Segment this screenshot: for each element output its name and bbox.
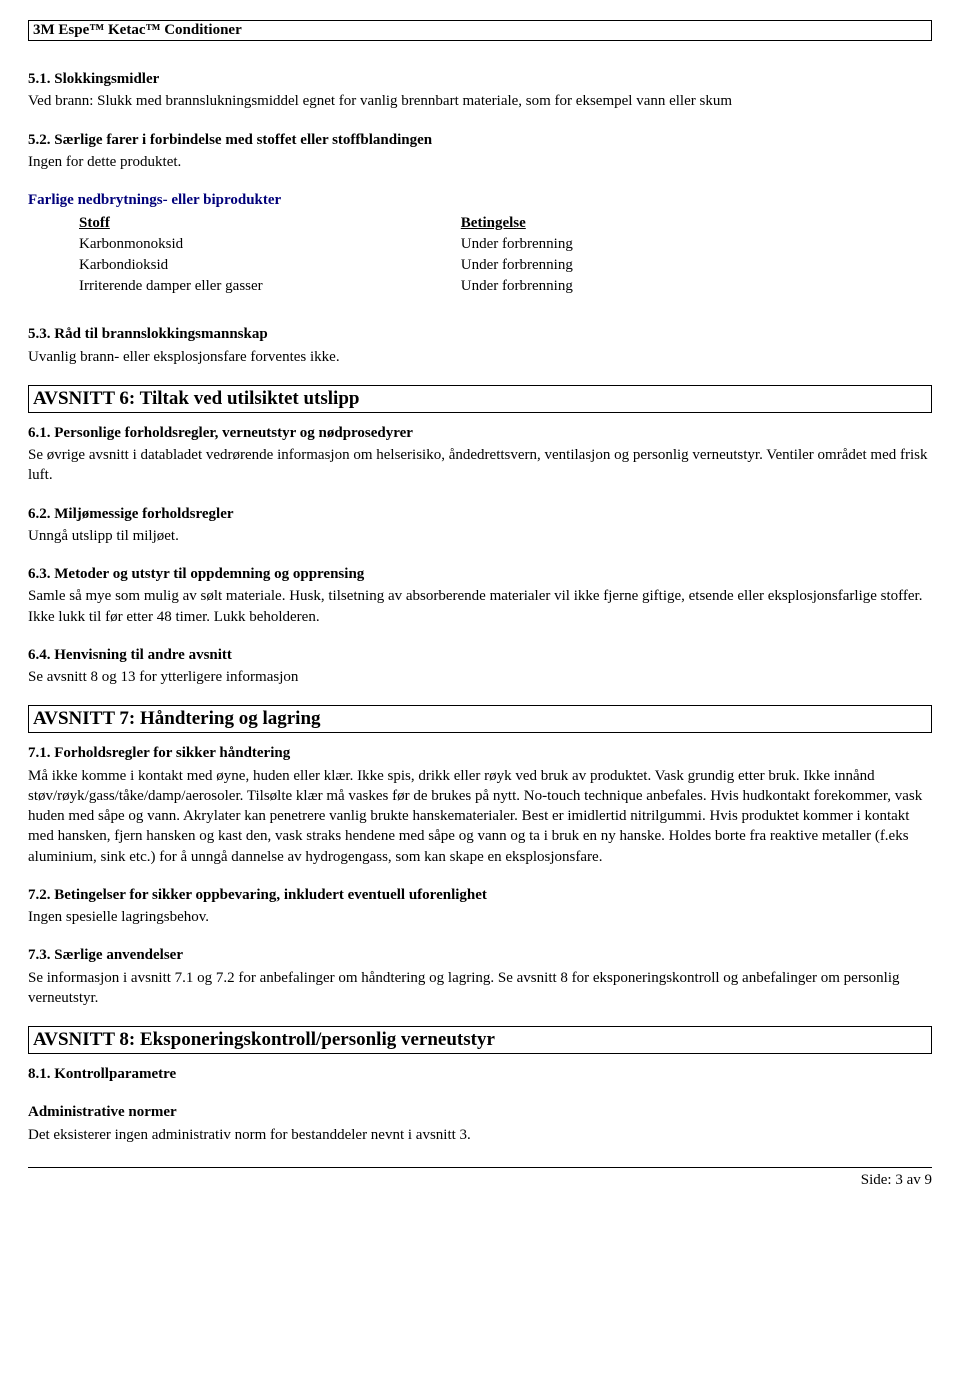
byproducts-block: Farlige nedbrytnings- eller biprodukter … — [28, 190, 932, 298]
s73-text: Se informasjon i avsnitt 7.1 og 7.2 for … — [28, 968, 932, 1009]
s72-heading: 7.2. Betingelser for sikker oppbevaring,… — [28, 885, 932, 905]
section-6-box: AVSNITT 6: Tiltak ved utilsiktet utslipp — [28, 385, 932, 413]
table-row: Karbondioksid Under forbrenning — [78, 256, 840, 275]
section-7-1: 7.1. Forholdsregler for sikker håndterin… — [28, 743, 932, 867]
section-5-1: 5.1. Slokkingsmidler Ved brann: Slukk me… — [28, 69, 932, 112]
s63-text: Samle så mye som mulig av sølt materiale… — [28, 586, 932, 627]
section-5-2: 5.2. Særlige farer i forbindelse med sto… — [28, 130, 932, 173]
adm-text: Det eksisterer ingen administrativ norm … — [28, 1125, 932, 1145]
admin-norms: Administrative normer Det eksisterer ing… — [28, 1102, 932, 1145]
table-row: Karbonmonoksid Under forbrenning — [78, 235, 840, 254]
s53-heading: 5.3. Råd til brannslokkingsmannskap — [28, 324, 932, 344]
s72-text: Ingen spesielle lagringsbehov. — [28, 907, 932, 927]
byprod-cell: Under forbrenning — [460, 277, 840, 296]
byprod-col1: Stoff — [78, 214, 458, 233]
section-8-1: 8.1. Kontrollparametre — [28, 1064, 932, 1084]
byprod-cell: Karbondioksid — [78, 256, 458, 275]
table-row: Stoff Betingelse — [78, 214, 840, 233]
section-6-1: 6.1. Personlige forholdsregler, verneuts… — [28, 423, 932, 486]
s51-heading: 5.1. Slokkingsmidler — [28, 69, 932, 89]
s62-heading: 6.2. Miljømessige forholdsregler — [28, 504, 932, 524]
s62-text: Unngå utslipp til miljøet. — [28, 526, 932, 546]
section-8-box: AVSNITT 8: Eksponeringskontroll/personli… — [28, 1026, 932, 1054]
section-7-title: AVSNITT 7: Håndtering og lagring — [33, 708, 321, 729]
table-row: Irriterende damper eller gasser Under fo… — [78, 277, 840, 296]
s52-text: Ingen for dette produktet. — [28, 152, 932, 172]
section-6-4: 6.4. Henvisning til andre avsnitt Se avs… — [28, 645, 932, 688]
adm-heading: Administrative normer — [28, 1102, 932, 1122]
section-7-2: 7.2. Betingelser for sikker oppbevaring,… — [28, 885, 932, 928]
byprod-cell: Irriterende damper eller gasser — [78, 277, 458, 296]
footer: Side: 3 av 9 — [28, 1167, 932, 1189]
s61-text: Se øvrige avsnitt i databladet vedrørend… — [28, 445, 932, 486]
s64-heading: 6.4. Henvisning til andre avsnitt — [28, 645, 932, 665]
s51-body: Ved brann: Slukk med brannslukningsmidde… — [28, 91, 932, 111]
byprod-cell: Under forbrenning — [460, 256, 840, 275]
section-6-title: AVSNITT 6: Tiltak ved utilsiktet utslipp — [33, 388, 359, 409]
byprod-table: Stoff Betingelse Karbonmonoksid Under fo… — [28, 212, 842, 298]
s51-text: Slukk med brannslukningsmiddel egnet for… — [93, 93, 732, 109]
s64-text: Se avsnitt 8 og 13 for ytterligere infor… — [28, 667, 932, 687]
header-box: 3M Espe™ Ketac™ Conditioner — [28, 20, 932, 41]
section-5-3: 5.3. Råd til brannslokkingsmannskap Uvan… — [28, 324, 932, 367]
section-6-3: 6.3. Metoder og utstyr til oppdemning og… — [28, 564, 932, 627]
s52-heading: 5.2. Særlige farer i forbindelse med sto… — [28, 130, 932, 150]
footer-text: Side: 3 av 9 — [861, 1172, 932, 1188]
s71-heading: 7.1. Forholdsregler for sikker håndterin… — [28, 743, 932, 763]
s53-text: Uvanlig brann- eller eksplosjonsfare for… — [28, 347, 932, 367]
section-8-title: AVSNITT 8: Eksponeringskontroll/personli… — [33, 1029, 495, 1050]
section-7-3: 7.3. Særlige anvendelser Se informasjon … — [28, 945, 932, 1008]
header-title: 3M Espe™ Ketac™ Conditioner — [33, 22, 242, 38]
s71-text: Må ikke komme i kontakt med øyne, huden … — [28, 766, 932, 867]
section-6-2: 6.2. Miljømessige forholdsregler Unngå u… — [28, 504, 932, 547]
s51-lead: Ved brann: — [28, 93, 93, 109]
byprod-cell: Karbonmonoksid — [78, 235, 458, 254]
section-7-box: AVSNITT 7: Håndtering og lagring — [28, 705, 932, 733]
byprod-heading: Farlige nedbrytnings- eller biprodukter — [28, 190, 932, 210]
s73-heading: 7.3. Særlige anvendelser — [28, 945, 932, 965]
s63-heading: 6.3. Metoder og utstyr til oppdemning og… — [28, 564, 932, 584]
byprod-cell: Under forbrenning — [460, 235, 840, 254]
s61-heading: 6.1. Personlige forholdsregler, verneuts… — [28, 423, 932, 443]
byprod-col2: Betingelse — [460, 214, 840, 233]
s81-heading: 8.1. Kontrollparametre — [28, 1064, 932, 1084]
